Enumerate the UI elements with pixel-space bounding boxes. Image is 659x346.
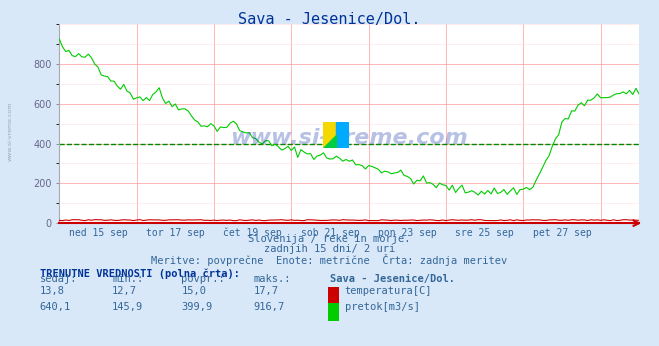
- Text: min.:: min.:: [112, 274, 143, 284]
- Text: maks.:: maks.:: [254, 274, 291, 284]
- Text: Slovenija / reke in morje.: Slovenija / reke in morje.: [248, 234, 411, 244]
- Text: Meritve: povprečne  Enote: metrične  Črta: zadnja meritev: Meritve: povprečne Enote: metrične Črta:…: [152, 254, 507, 266]
- Text: zadnjih 15 dni/ 2 uri: zadnjih 15 dni/ 2 uri: [264, 244, 395, 254]
- Text: tor 17 sep: tor 17 sep: [146, 228, 205, 238]
- Text: pon 23 sep: pon 23 sep: [378, 228, 437, 238]
- Polygon shape: [323, 135, 336, 148]
- Text: sre 25 sep: sre 25 sep: [455, 228, 514, 238]
- Text: www.si-vreme.com: www.si-vreme.com: [8, 102, 13, 161]
- Text: pretok[m3/s]: pretok[m3/s]: [345, 302, 420, 312]
- Text: 15,0: 15,0: [181, 286, 206, 296]
- Text: sedaj:: sedaj:: [40, 274, 77, 284]
- Text: 399,9: 399,9: [181, 302, 212, 312]
- Text: Sava - Jesenice/Dol.: Sava - Jesenice/Dol.: [330, 274, 455, 284]
- Bar: [323, 122, 336, 148]
- Text: 13,8: 13,8: [40, 286, 65, 296]
- Text: 12,7: 12,7: [112, 286, 137, 296]
- Text: 640,1: 640,1: [40, 302, 71, 312]
- Text: čet 19 sep: čet 19 sep: [223, 228, 282, 238]
- Text: pet 27 sep: pet 27 sep: [532, 228, 591, 238]
- Text: ned 15 sep: ned 15 sep: [69, 228, 127, 238]
- Text: 145,9: 145,9: [112, 302, 143, 312]
- Text: sob 21 sep: sob 21 sep: [301, 228, 359, 238]
- Text: 916,7: 916,7: [254, 302, 285, 312]
- Text: www.si-vreme.com: www.si-vreme.com: [231, 128, 468, 148]
- Text: Sava - Jesenice/Dol.: Sava - Jesenice/Dol.: [239, 12, 420, 27]
- Bar: [336, 122, 349, 148]
- Text: temperatura[C]: temperatura[C]: [345, 286, 432, 296]
- Text: TRENUTNE VREDNOSTI (polna črta):: TRENUTNE VREDNOSTI (polna črta):: [40, 268, 239, 279]
- Text: 17,7: 17,7: [254, 286, 279, 296]
- Text: povpr.:: povpr.:: [181, 274, 225, 284]
